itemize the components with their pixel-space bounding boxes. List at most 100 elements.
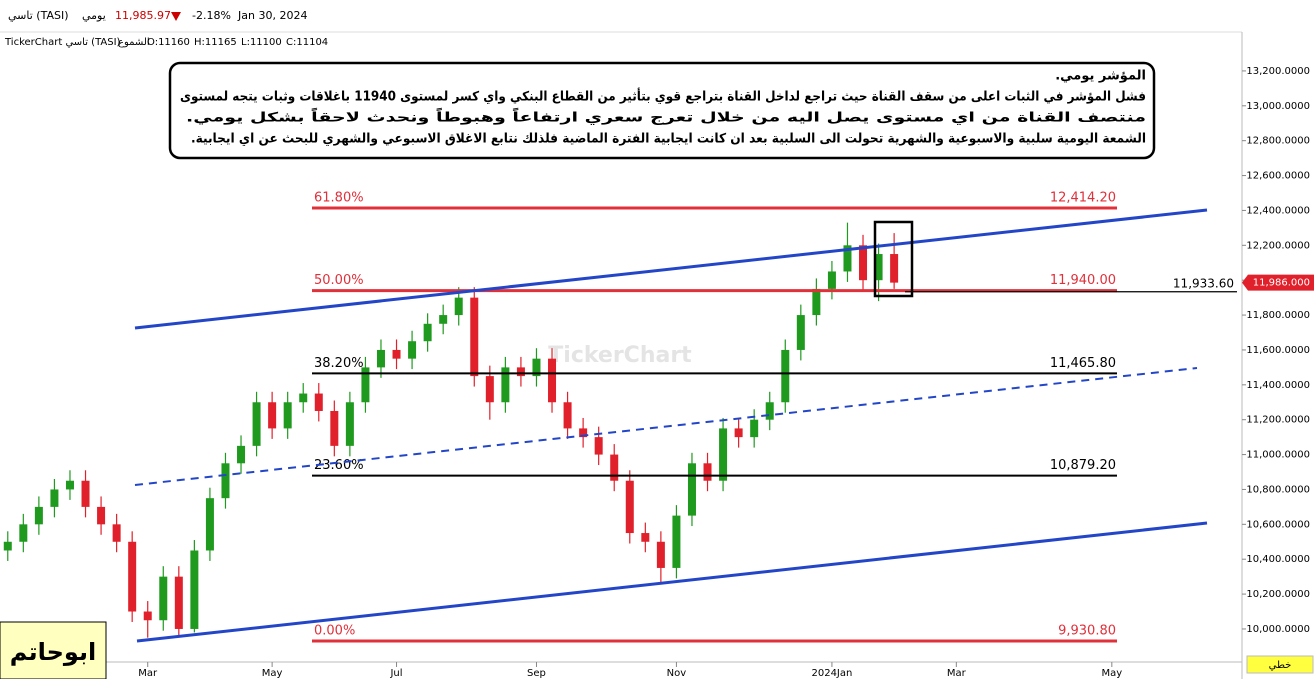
price-tag-label: 11,986.000	[1253, 278, 1310, 289]
candle-body	[750, 419, 759, 438]
candle-body	[765, 402, 774, 420]
candle-body	[796, 315, 805, 350]
candle-body	[408, 341, 417, 359]
candle-body	[843, 245, 852, 272]
candle-body	[34, 506, 43, 525]
candle-body	[392, 349, 401, 359]
candle-body	[299, 393, 308, 403]
x-tick-label: Mar	[947, 668, 967, 679]
y-tick-label: 10,200.0000	[1246, 589, 1310, 600]
change: -2.18%	[192, 9, 231, 22]
x-tick-label: May	[262, 668, 283, 679]
candle-body	[439, 315, 448, 324]
candle-body	[781, 349, 790, 403]
watermark: TickerChart	[548, 343, 692, 368]
candle-body	[376, 349, 385, 368]
y-tick-label: 11,800.0000	[1246, 310, 1310, 321]
y-tick-label: 13,000.0000	[1246, 101, 1310, 112]
channel-top	[134, 208, 1208, 330]
note-line: فشل المؤشر في الثبات اعلى من سقف القناة …	[180, 88, 1146, 105]
y-tick-label: 11,600.0000	[1246, 345, 1310, 356]
highlight-box	[873, 220, 914, 298]
candle-body	[485, 376, 494, 403]
y-tick-label: 11,400.0000	[1246, 380, 1310, 391]
y-tick-label: 12,800.0000	[1246, 136, 1310, 147]
candle-body	[3, 541, 12, 551]
candle-body	[361, 367, 370, 403]
candle-body	[237, 445, 246, 464]
period: يومي	[82, 9, 106, 22]
candle-body	[81, 480, 90, 507]
candle-body	[174, 576, 183, 629]
y-tick-label: 10,800.0000	[1246, 484, 1310, 495]
y-tick-label: 12,200.0000	[1246, 240, 1310, 251]
candle-body	[330, 410, 339, 446]
note-line: الشمعة اليومية سلبية والاسبوعية والشهرية…	[191, 132, 1146, 147]
candle-body	[719, 428, 728, 481]
candle-body	[563, 402, 572, 429]
candle-body	[687, 463, 696, 516]
author: ابوحاتم	[10, 638, 96, 666]
candle-body	[656, 541, 665, 568]
y-tick-label: 12,600.0000	[1246, 171, 1310, 182]
style-button[interactable]	[1246, 655, 1314, 674]
candle-body	[470, 297, 479, 377]
price-tag	[1242, 274, 1314, 291]
candle-body	[532, 358, 541, 377]
y-tick-label: 10,400.0000	[1246, 554, 1310, 565]
candle-body	[890, 254, 899, 283]
candle-body	[65, 480, 74, 490]
x-tick-label: Sep	[527, 668, 546, 679]
candle-body	[97, 506, 106, 525]
x-tick-label: May	[1101, 668, 1122, 679]
candle-body	[548, 358, 557, 403]
candle-body	[516, 367, 525, 377]
high: H:11165	[194, 37, 237, 48]
candle-body	[252, 402, 261, 446]
y-tick-label: 11,200.0000	[1246, 415, 1310, 426]
open: O:11160	[147, 37, 190, 48]
x-tick-label: 2024Jan	[811, 668, 852, 679]
y-tick-label: 13,200.0000	[1246, 66, 1310, 77]
note-line: المؤشر يومي.	[1055, 69, 1146, 84]
candle-body	[112, 524, 121, 542]
candle-body	[827, 271, 836, 289]
y-tick-label: 12,400.0000	[1246, 205, 1310, 216]
candle-body	[625, 480, 634, 534]
author-box	[0, 621, 107, 679]
candle-body	[812, 288, 821, 316]
candle-body	[268, 402, 277, 429]
low: L:11100	[241, 37, 282, 48]
price: 11,985.97	[115, 9, 171, 22]
candle-body	[50, 489, 59, 507]
note-line: منتصف القناة من اي مستوى يصل اليه من خلا…	[186, 108, 1146, 126]
fib-value: 9,930.80	[1058, 624, 1116, 639]
chart-kind: الشموع	[118, 37, 150, 48]
candle-body	[859, 245, 868, 281]
fib-name: 38.20%	[314, 356, 364, 371]
y-tick-label: 11,000.0000	[1246, 450, 1310, 461]
candle-body	[19, 524, 28, 542]
candle-body	[143, 611, 152, 621]
y-tick-label: 10,000.0000	[1246, 624, 1310, 635]
fib-value: 12,414.20	[1050, 190, 1116, 205]
candle-body	[594, 437, 603, 455]
x-tick-label: Mar	[138, 668, 158, 679]
source: TickerChart تاسي (TASI)	[4, 37, 121, 48]
candle-body	[128, 541, 137, 612]
close: C:11104	[286, 37, 328, 48]
marker-label: 11,933.60	[1173, 276, 1234, 290]
fib-value: 11,465.80	[1050, 356, 1116, 371]
x-tick-label: Jul	[389, 668, 402, 679]
candle-body	[454, 297, 463, 316]
style-button-label[interactable]: خطي	[1269, 660, 1292, 671]
fib-name: 50.00%	[314, 273, 364, 288]
candle-body	[345, 402, 354, 446]
fib-name: 0.00%	[314, 624, 355, 639]
candle-body	[610, 454, 619, 481]
candle-body	[734, 428, 743, 438]
plot: 10,000.0000 10,200.0000 10,400.0000 10,600.…	[3, 66, 1314, 679]
symbol: تاسي (TASI)	[8, 9, 69, 22]
candle-body	[423, 323, 432, 342]
